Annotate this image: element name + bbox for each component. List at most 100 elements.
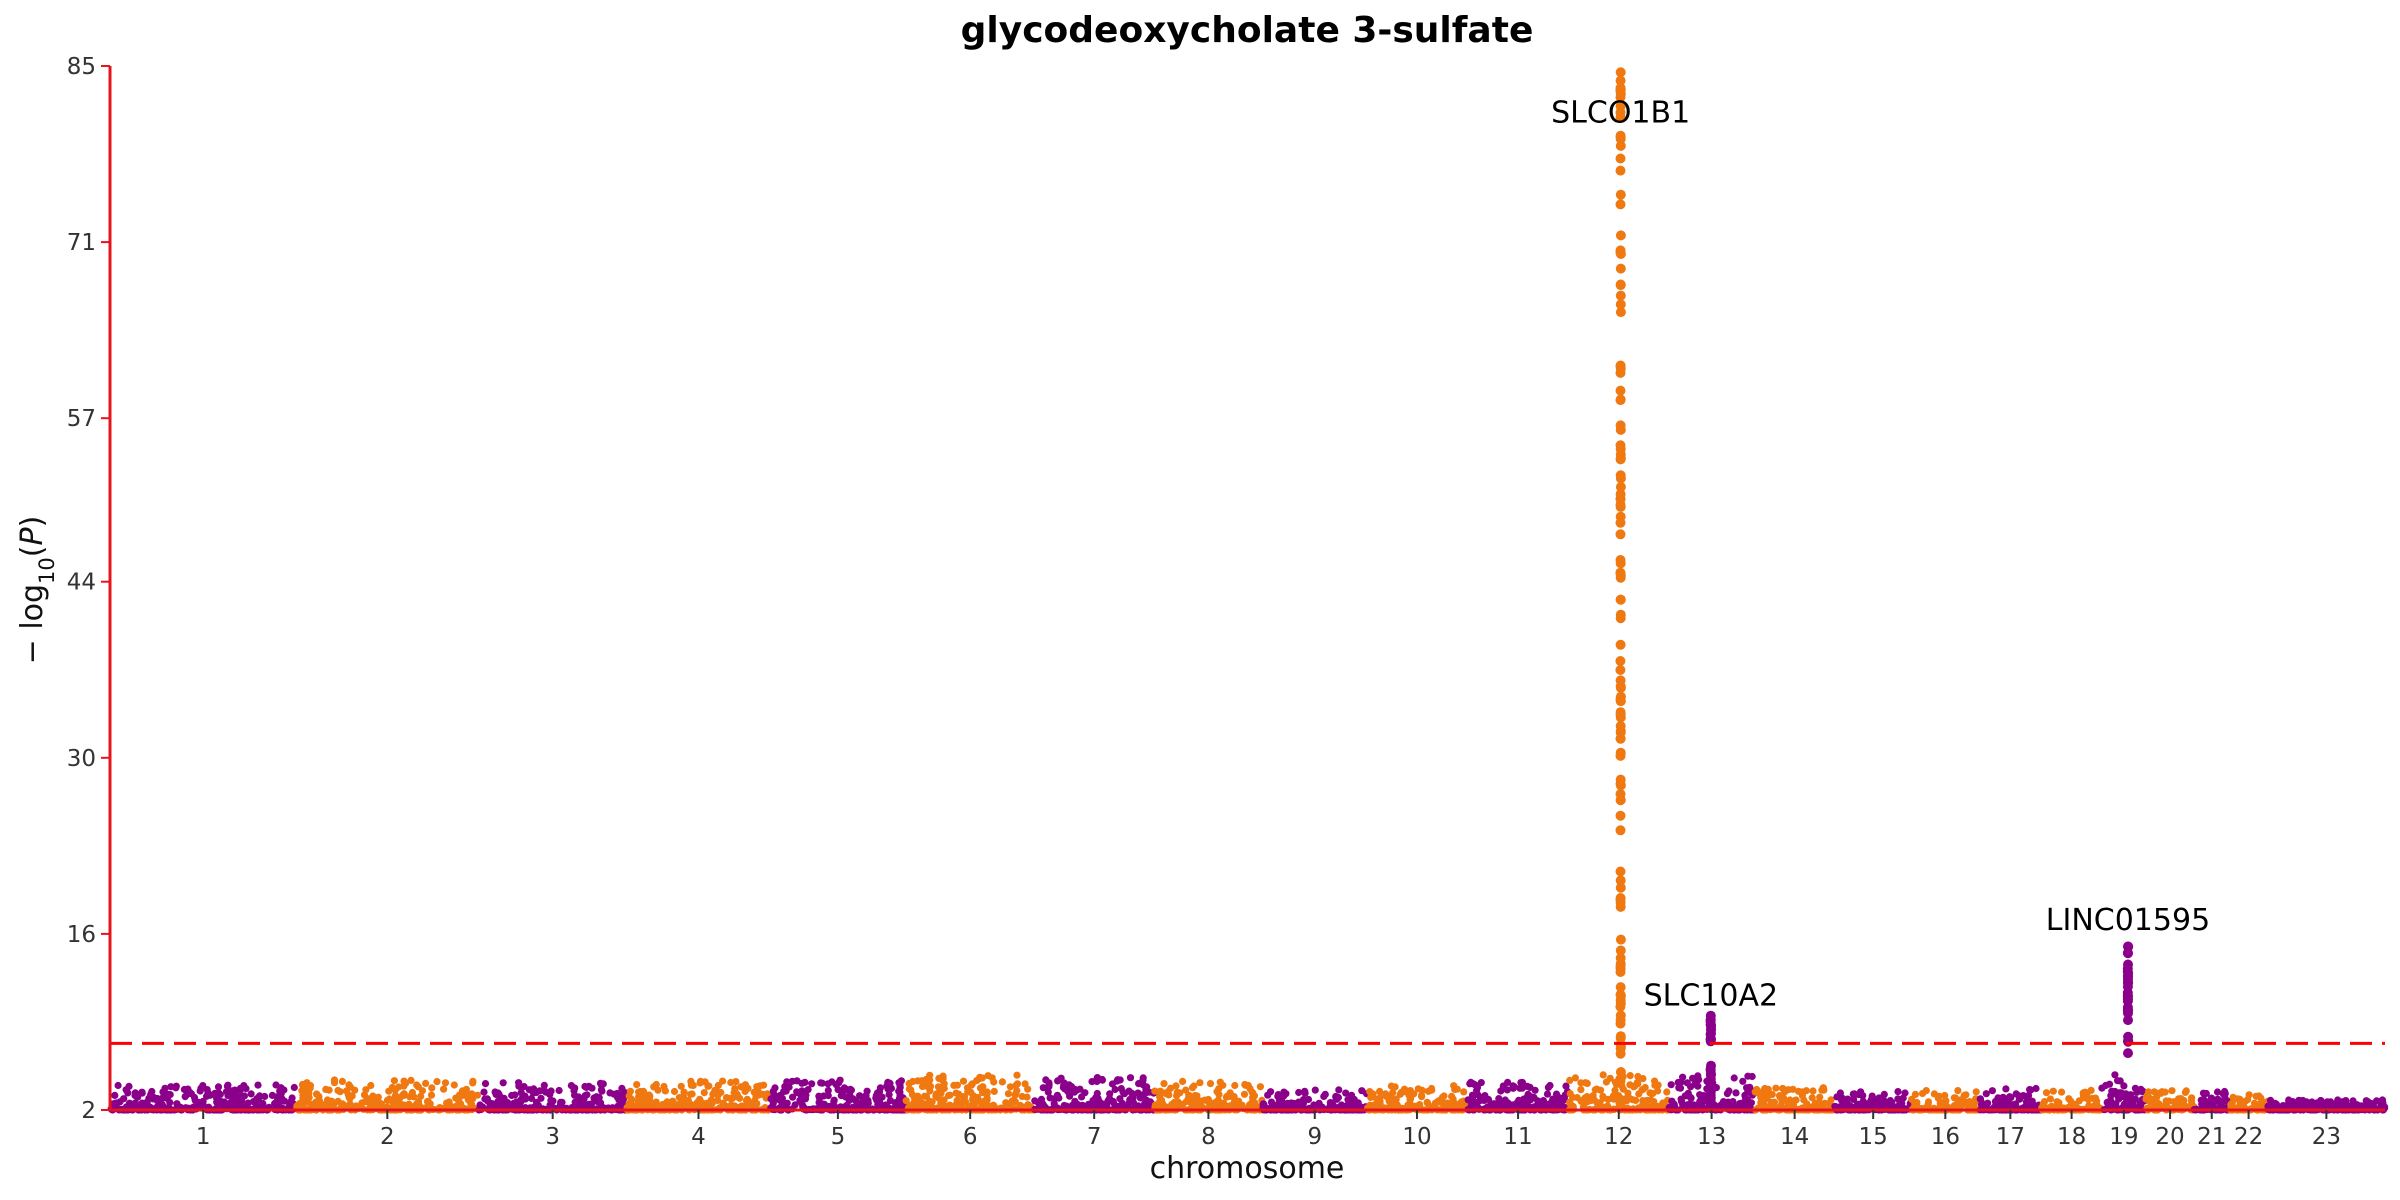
peak-snp-point bbox=[1706, 1099, 1716, 1110]
snp-point bbox=[1524, 1097, 1532, 1105]
x-tick-label: 6 bbox=[963, 1124, 978, 1150]
peak-snp-point bbox=[1615, 882, 1626, 893]
snp-point bbox=[1484, 1095, 1493, 1104]
snp-point bbox=[1251, 1099, 1259, 1107]
snp-point bbox=[1497, 1087, 1505, 1095]
snp-point bbox=[1081, 1089, 1089, 1097]
snp-point bbox=[2255, 1092, 2263, 1100]
snp-point bbox=[841, 1085, 849, 1093]
snp-point bbox=[1581, 1094, 1589, 1102]
snp-point bbox=[1342, 1089, 1350, 1097]
snp-point bbox=[120, 1095, 128, 1103]
peak-snp-point bbox=[1615, 780, 1626, 791]
snp-point bbox=[650, 1083, 658, 1091]
snp-point bbox=[727, 1078, 735, 1087]
x-tick-label: 3 bbox=[545, 1124, 560, 1150]
snp-point bbox=[1311, 1086, 1319, 1094]
snp-point bbox=[1748, 1072, 1756, 1081]
snp-point bbox=[1809, 1087, 1817, 1095]
snp-point bbox=[618, 1084, 626, 1092]
snp-point bbox=[2207, 1099, 2215, 1107]
snp-point bbox=[1573, 1094, 1581, 1102]
snp-point bbox=[1012, 1090, 1020, 1098]
snp-point bbox=[1739, 1077, 1747, 1085]
snp-point bbox=[1477, 1079, 1485, 1087]
peak-snp-point bbox=[1615, 470, 1626, 481]
x-tick-label: 16 bbox=[1931, 1124, 1960, 1150]
peak-snp-point bbox=[1615, 594, 1626, 605]
snp-point bbox=[494, 1089, 502, 1097]
snp-point bbox=[2202, 1089, 2210, 1098]
snp-point bbox=[782, 1087, 790, 1095]
snp-point bbox=[236, 1084, 245, 1092]
peak-snp-point bbox=[1615, 1010, 1626, 1021]
snp-point bbox=[2025, 1091, 2033, 1100]
snp-point bbox=[1469, 1080, 1477, 1088]
gene-label: SLCO1B1 bbox=[1551, 96, 1690, 131]
peak-snp-point bbox=[1615, 681, 1626, 692]
snp-point bbox=[157, 1102, 165, 1110]
snp-point bbox=[407, 1076, 415, 1084]
peak-snp-point bbox=[1615, 609, 1626, 620]
snp-point bbox=[400, 1077, 408, 1085]
peak-snp-point bbox=[1615, 153, 1626, 164]
snp-point bbox=[1611, 1086, 1619, 1094]
snp-point bbox=[1789, 1085, 1797, 1093]
snp-point bbox=[818, 1079, 826, 1087]
snp-point bbox=[885, 1084, 893, 1092]
snp-point bbox=[1675, 1084, 1683, 1092]
snp-point bbox=[1853, 1103, 1861, 1111]
snp-point bbox=[1406, 1095, 1415, 1103]
snp-point bbox=[2165, 1097, 2173, 1105]
snp-point bbox=[1206, 1080, 1215, 1088]
lead-snp-point bbox=[1705, 1010, 1716, 1021]
snp-point bbox=[905, 1085, 914, 1093]
snp-point bbox=[450, 1081, 458, 1089]
snp-point bbox=[1732, 1089, 1740, 1097]
peak-snp-point bbox=[1615, 247, 1626, 258]
snp-point bbox=[1583, 1079, 1591, 1087]
snp-point bbox=[1187, 1098, 1195, 1106]
snp-point bbox=[1555, 1097, 1563, 1105]
snp-point bbox=[1392, 1095, 1400, 1103]
snp-point bbox=[1198, 1097, 1206, 1105]
snp-point bbox=[406, 1093, 414, 1101]
snp-point bbox=[708, 1099, 717, 1107]
snp-point bbox=[1299, 1096, 1308, 1104]
snp-point bbox=[1304, 1095, 1313, 1104]
snp-point bbox=[2168, 1087, 2176, 1095]
peak-snp-point bbox=[1615, 75, 1626, 86]
chart-title: glycodeoxycholate 3-sulfate bbox=[961, 10, 1534, 51]
snp-point bbox=[794, 1089, 802, 1097]
snp-point bbox=[1055, 1094, 1063, 1102]
snp-point bbox=[1641, 1083, 1649, 1092]
peak-snp-point bbox=[1615, 967, 1626, 977]
snp-point bbox=[2120, 1082, 2128, 1090]
chromosome-19-points bbox=[2098, 941, 2149, 1114]
snp-point bbox=[1954, 1087, 1962, 1095]
snp-point bbox=[1368, 1090, 1376, 1098]
snp-point bbox=[979, 1083, 987, 1091]
y-tick-label: 57 bbox=[67, 406, 96, 432]
snp-point bbox=[2026, 1086, 2034, 1094]
snp-point bbox=[1757, 1099, 1765, 1107]
snp-point bbox=[2003, 1095, 2011, 1103]
snp-point bbox=[998, 1078, 1007, 1086]
snp-point bbox=[759, 1090, 767, 1098]
snp-point bbox=[510, 1099, 518, 1107]
snp-point bbox=[1697, 1095, 1705, 1103]
snp-point bbox=[336, 1088, 344, 1096]
x-axis-label: chromosome bbox=[1150, 1151, 1345, 1186]
snp-point bbox=[1037, 1095, 1046, 1103]
snp-point bbox=[918, 1077, 926, 1085]
snp-point bbox=[1250, 1092, 1258, 1100]
snp-point bbox=[2316, 1098, 2324, 1106]
snp-point bbox=[791, 1101, 799, 1109]
snp-point bbox=[895, 1098, 903, 1107]
y-axis-label: − log10(P) bbox=[15, 516, 59, 665]
snp-point bbox=[273, 1097, 282, 1105]
snp-point bbox=[801, 1078, 809, 1086]
peak-snp-point bbox=[1615, 113, 1626, 124]
snp-point bbox=[2086, 1103, 2094, 1111]
snp-point bbox=[1792, 1096, 1800, 1104]
